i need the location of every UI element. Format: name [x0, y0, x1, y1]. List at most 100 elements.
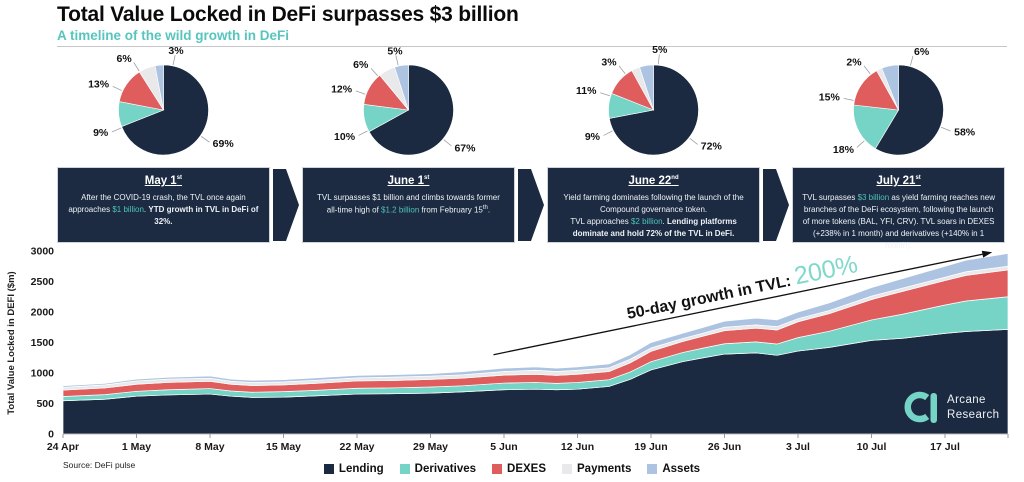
x-tick-label: 22 May	[339, 441, 374, 453]
pie-label-leader	[355, 90, 366, 95]
source-note: Source: DeFi pulse	[63, 460, 136, 470]
x-tick-label: 1 May	[122, 441, 151, 453]
x-tick-label: 3 Jul	[786, 441, 810, 453]
pie-label-leader	[395, 55, 399, 66]
pie-slice-label: 15%	[819, 91, 841, 103]
y-tick-label: 2000	[31, 307, 55, 319]
timeline-card-date: June 1st	[387, 175, 430, 187]
pie-label-leader	[111, 127, 122, 133]
legend-label: Payments	[577, 463, 632, 475]
pie-label-leader	[600, 92, 610, 97]
card-text-segment: .	[662, 217, 667, 226]
pie-chart-row: 69% 9% 13% 6% 3% 67% 10% 12% 6% 5% 72% 9% 11% 3% 5% …	[57, 44, 1005, 164]
pie-slice-lending	[368, 64, 454, 156]
pie-slice-label: 2%	[846, 57, 862, 69]
chart-legend: Lending Derivatives DEXES Payments Assets	[0, 463, 1024, 475]
pie-slice-label: 6%	[353, 59, 369, 71]
pie-slice-label: 58%	[954, 126, 976, 138]
pie-slice-lending	[121, 64, 209, 156]
y-tick-label: 1000	[31, 368, 55, 380]
legend-swatch	[562, 464, 573, 474]
timeline-card-date: May 1st	[144, 175, 183, 187]
card-text-segment: After the COVID-19 crash, the TVL once a…	[68, 193, 246, 214]
legend-swatch	[647, 464, 658, 474]
x-tick-label: 12 Jun	[561, 441, 594, 453]
card-text-segment: $3 billion	[857, 193, 890, 202]
y-tick-label: 3000	[31, 246, 55, 258]
card-text-segment: $2 billion	[630, 217, 663, 226]
x-tick-label: 15 May	[266, 441, 301, 453]
y-tick-label: 500	[36, 398, 54, 410]
pie-slice-label: 18%	[833, 144, 855, 156]
card-text-segment: TVL surpasses	[802, 193, 858, 202]
pie-chart-july-21: 58% 18% 15% 2% 6%	[792, 46, 1005, 164]
card-text-segment: $1 billion	[112, 205, 144, 214]
pie-label-leader	[358, 130, 368, 136]
pie-slice-label: 69%	[213, 138, 235, 150]
pie-label-leader	[941, 126, 951, 132]
card-text-segment: th	[482, 205, 488, 211]
legend-label: Lending	[338, 463, 384, 475]
pie-label-leader	[172, 55, 176, 66]
pie-svg: 72% 9% 11% 3% 5%	[576, 44, 723, 156]
y-tick-label: 1500	[31, 337, 55, 349]
timeline-card-text: TVL surpasses $3 billion as yield farmin…	[801, 192, 996, 252]
legend-label: Assets	[662, 463, 701, 475]
pie-slice-label: 10%	[334, 131, 356, 143]
pie-slice-label: 67%	[454, 142, 476, 154]
card-text-segment: TVL approaches	[570, 217, 631, 226]
pie-label-leader	[370, 68, 379, 77]
pie-slice-label: 11%	[576, 85, 597, 97]
pie-slice-label: 5%	[652, 44, 668, 56]
pie-label-leader	[856, 140, 865, 148]
pie-label-leader	[603, 130, 613, 136]
pie-slice-assets	[154, 64, 164, 111]
arcane-logo-icon	[904, 391, 937, 423]
pie-slice-label: 72%	[701, 141, 723, 153]
arcane-logo-text: Arcane Research	[947, 394, 1000, 421]
pie-label-leader	[910, 55, 914, 66]
pie-slice-label: 5%	[387, 45, 403, 57]
x-tick-label: 19 Jun	[634, 441, 667, 453]
pie-slice-label: 3%	[601, 57, 617, 69]
pie-slice-assets	[394, 64, 409, 111]
legend-swatch	[492, 464, 503, 474]
pie-slice-label: 12%	[331, 83, 353, 95]
pie-label-leader	[133, 62, 140, 72]
timeline-row: May 1st After the COVID-19 crash, the TV…	[57, 167, 1006, 250]
pie-label-leader	[200, 136, 210, 143]
pie-slice-label: 3%	[168, 45, 184, 57]
y-tick-label: 2500	[31, 276, 55, 288]
pie-label-leader	[618, 65, 626, 74]
x-tick-label: 17 Jul	[930, 441, 960, 453]
legend-label: DEXES	[507, 463, 547, 475]
card-text-segment: $1.2 billion	[381, 205, 420, 215]
pie-label-leader	[843, 97, 854, 101]
pie-chart-may-1: 69% 9% 13% 6% 3%	[57, 45, 270, 164]
pie-label-leader	[112, 85, 122, 91]
timeline-card-date: July 21st	[876, 175, 921, 187]
legend-item-dexes: DEXES	[492, 463, 546, 475]
pie-chart-june-22: 72% 9% 11% 3% 5%	[547, 44, 760, 164]
pie-svg: 58% 18% 15% 2% 6%	[819, 46, 976, 156]
card-text-segment: as yield farming reaches new branches of…	[802, 193, 995, 250]
pie-slice-label: 6%	[914, 46, 930, 58]
x-tick-label: 24 Apr	[47, 441, 79, 453]
growth-arrowhead	[981, 250, 993, 258]
x-tick-label: 8 May	[195, 441, 224, 453]
timeline-card-text: TVL surpasses $1 billion and climbs towa…	[311, 192, 506, 217]
pie-slice-derivatives	[853, 104, 899, 150]
arcane-research-logo: Arcane Research	[901, 389, 999, 427]
timeline-card-date: June 22nd	[628, 175, 679, 187]
y-tick-label: 0	[48, 429, 54, 441]
card-text-segment: .	[143, 205, 149, 214]
pie-svg: 69% 9% 13% 6% 3%	[88, 45, 235, 156]
area-assets	[62, 253, 1009, 388]
timeline-card-june-1: June 1st TVL surpasses $1 billion and cl…	[302, 167, 515, 243]
pie-label-leader	[689, 138, 698, 145]
chevron-right-icon	[763, 169, 790, 241]
card-text-segment: from February 15	[419, 205, 483, 215]
card-text-segment: Yield farming dominates following the la…	[563, 193, 744, 214]
x-tick-label: 5 Jun	[490, 441, 517, 453]
